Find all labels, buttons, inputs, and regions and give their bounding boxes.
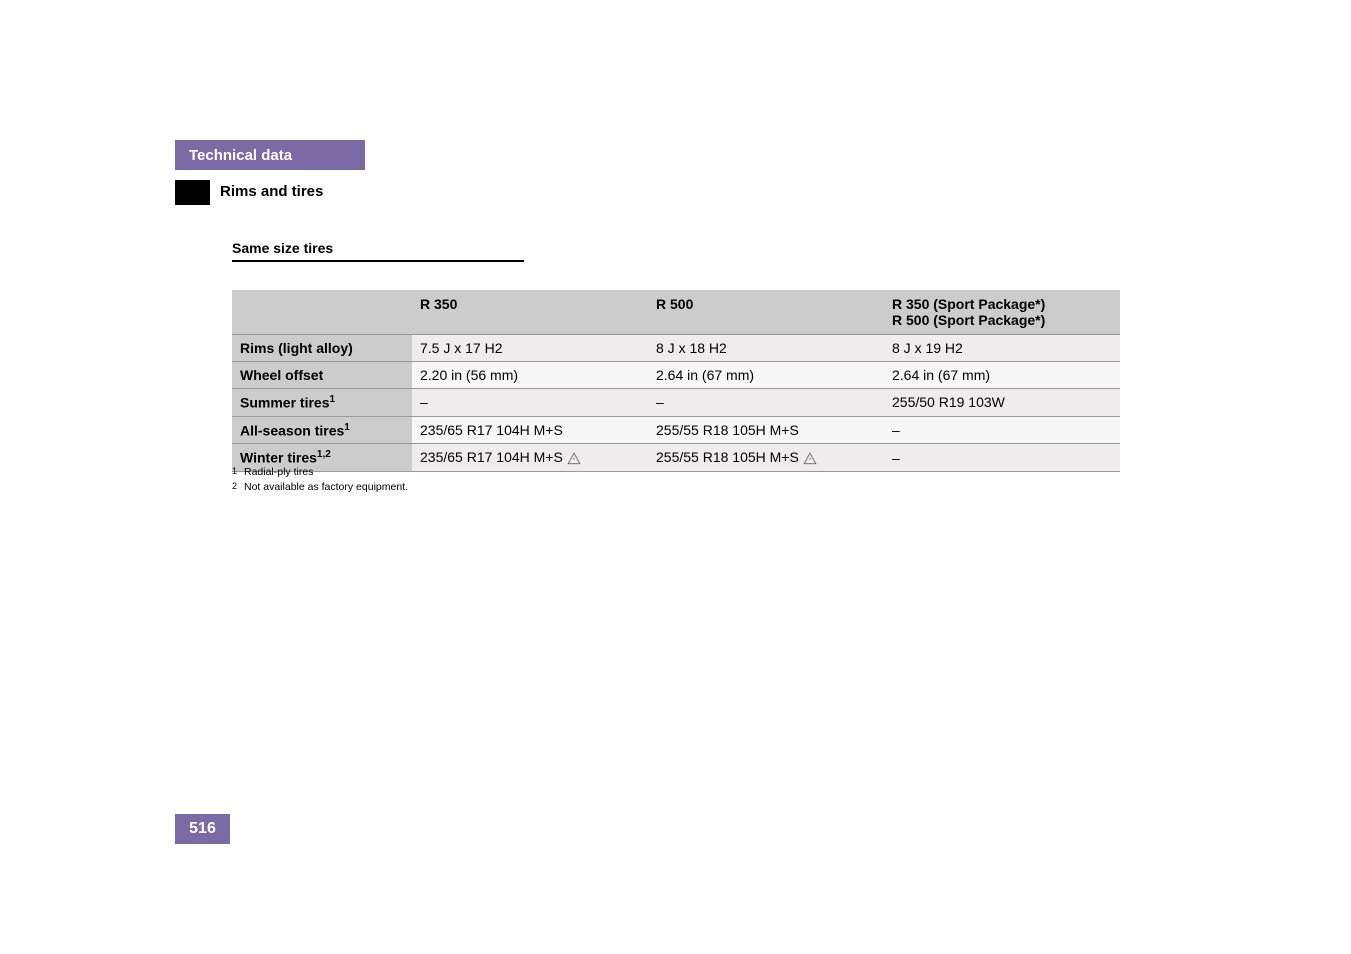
col-header-blank [232, 290, 412, 335]
footnote-num: 2 [232, 480, 244, 495]
footnote-ref: 1 [329, 394, 335, 405]
table-cell: – [648, 389, 884, 417]
table-cell: 235/65 R17 104H M+S [412, 416, 648, 444]
table-row: All-season tires1235/65 R17 104H M+S255/… [232, 416, 1120, 444]
footnote-num: 1 [232, 465, 244, 480]
table-header-row: R 350 R 500 R 350 (Sport Package*) R 500… [232, 290, 1120, 335]
col-header-r350: R 350 [412, 290, 648, 335]
row-label-cell: Summer tires1 [232, 389, 412, 417]
footnotes: 1 Radial-ply tires 2 Not available as fa… [232, 465, 408, 494]
table-cell: 2.64 in (67 mm) [648, 362, 884, 389]
row-label-cell: Wheel offset [232, 362, 412, 389]
table-cell: 255/50 R19 103W [884, 389, 1120, 417]
svg-text:*: * [573, 458, 576, 464]
row-label-cell: All-season tires1 [232, 416, 412, 444]
table-row: Summer tires1––255/50 R19 103W [232, 389, 1120, 417]
table-cell: 2.64 in (67 mm) [884, 362, 1120, 389]
table-cell: 2.20 in (56 mm) [412, 362, 648, 389]
table-cell: 8 J x 19 H2 [884, 335, 1120, 362]
footnote-2: 2 Not available as factory equipment. [232, 480, 408, 495]
table-cell: – [884, 416, 1120, 444]
table-cell: 8 J x 18 H2 [648, 335, 884, 362]
col-header-sport: R 350 (Sport Package*) R 500 (Sport Pack… [884, 290, 1120, 335]
table-cell: 235/65 R17 104H M+S* [412, 444, 648, 472]
section-indicator-block [175, 180, 210, 205]
svg-text:*: * [809, 458, 812, 464]
page-number: 516 [175, 814, 230, 844]
row-label-cell: Rims (light alloy) [232, 335, 412, 362]
table-row: Rims (light alloy)7.5 J x 17 H28 J x 18 … [232, 335, 1120, 362]
section-title: Rims and tires [220, 183, 323, 200]
table-row: Wheel offset2.20 in (56 mm)2.64 in (67 m… [232, 362, 1120, 389]
section-heading: Same size tires [232, 240, 524, 262]
footnote-text: Radial-ply tires [244, 465, 313, 480]
header-tab: Technical data [175, 140, 365, 170]
page-number-value: 516 [189, 820, 216, 838]
col-header-sport-line2: R 500 (Sport Package*) [892, 312, 1045, 328]
footnote-1: 1 Radial-ply tires [232, 465, 408, 480]
table-cell: 255/55 R18 105H M+S [648, 416, 884, 444]
tire-spec-table: R 350 R 500 R 350 (Sport Package*) R 500… [232, 290, 1120, 472]
table-cell: – [412, 389, 648, 417]
header-tab-title: Technical data [189, 147, 292, 164]
footnote-ref: 1,2 [317, 449, 331, 460]
table-cell: 255/55 R18 105H M+S* [648, 444, 884, 472]
col-header-sport-line1: R 350 (Sport Package*) [892, 296, 1045, 312]
col-header-r500: R 500 [648, 290, 884, 335]
footnote-ref: 1 [344, 422, 350, 433]
table-cell: – [884, 444, 1120, 472]
table-cell: 7.5 J x 17 H2 [412, 335, 648, 362]
table-body: Rims (light alloy)7.5 J x 17 H28 J x 18 … [232, 335, 1120, 472]
footnote-text: Not available as factory equipment. [244, 480, 408, 495]
